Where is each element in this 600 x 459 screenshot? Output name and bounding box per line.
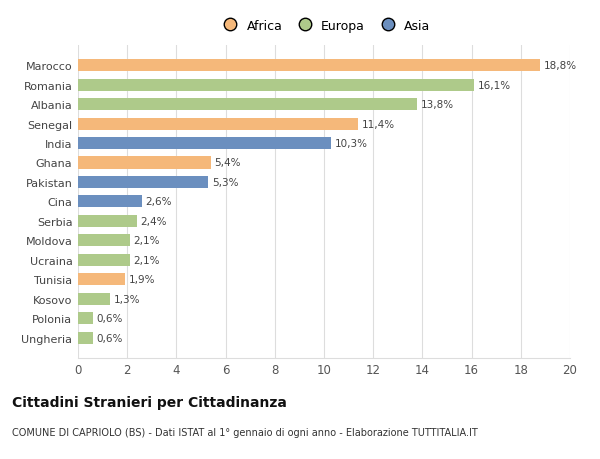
Text: COMUNE DI CAPRIOLO (BS) - Dati ISTAT al 1° gennaio di ogni anno - Elaborazione T: COMUNE DI CAPRIOLO (BS) - Dati ISTAT al …	[12, 427, 478, 437]
Bar	[78, 157, 211, 169]
Bar	[78, 99, 418, 111]
Text: 2,4%: 2,4%	[141, 216, 167, 226]
Text: 0,6%: 0,6%	[97, 313, 123, 324]
Bar	[78, 118, 358, 130]
Bar	[78, 196, 142, 208]
Bar	[78, 60, 541, 72]
Bar	[78, 215, 137, 227]
Text: 1,3%: 1,3%	[113, 294, 140, 304]
Bar	[78, 235, 130, 247]
Bar	[78, 79, 474, 91]
Text: 13,8%: 13,8%	[421, 100, 454, 110]
Bar	[78, 138, 331, 150]
Text: 2,1%: 2,1%	[133, 236, 160, 246]
Text: 16,1%: 16,1%	[478, 80, 511, 90]
Bar	[78, 274, 125, 285]
Bar	[78, 293, 110, 305]
Text: 18,8%: 18,8%	[544, 61, 577, 71]
Legend: Africa, Europa, Asia: Africa, Europa, Asia	[213, 15, 435, 38]
Bar	[78, 254, 130, 266]
Bar	[78, 313, 93, 325]
Text: 11,4%: 11,4%	[362, 119, 395, 129]
Text: Cittadini Stranieri per Cittadinanza: Cittadini Stranieri per Cittadinanza	[12, 395, 287, 409]
Text: 1,9%: 1,9%	[128, 274, 155, 285]
Text: 5,3%: 5,3%	[212, 178, 239, 188]
Text: 10,3%: 10,3%	[335, 139, 368, 149]
Text: 2,1%: 2,1%	[133, 255, 160, 265]
Text: 0,6%: 0,6%	[97, 333, 123, 343]
Bar	[78, 177, 208, 189]
Text: 5,4%: 5,4%	[215, 158, 241, 168]
Bar	[78, 332, 93, 344]
Text: 2,6%: 2,6%	[146, 197, 172, 207]
